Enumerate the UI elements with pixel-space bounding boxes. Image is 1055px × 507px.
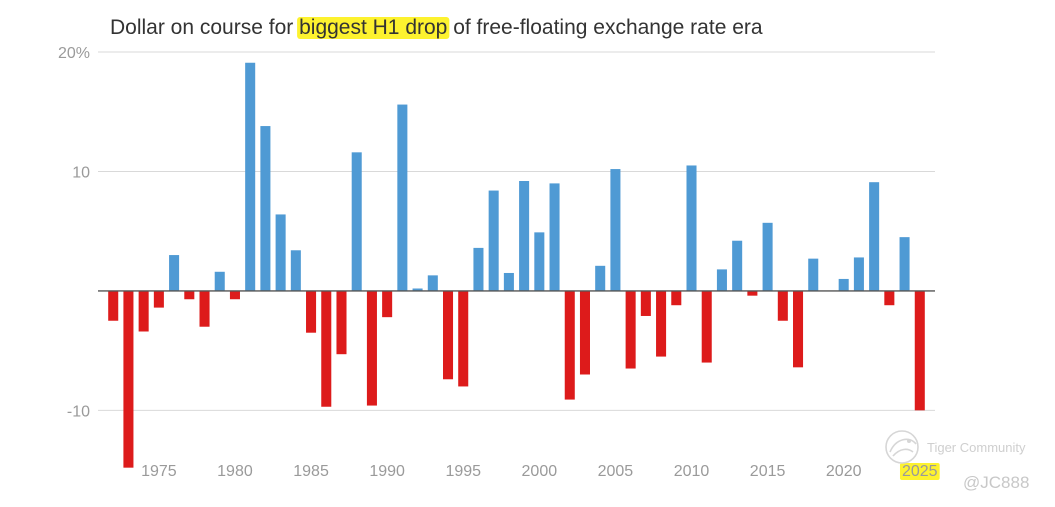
bar-1975 [153,290,164,308]
bar-2024 [899,237,910,291]
bar-2006 [625,290,636,369]
x-tick-label: 2000 [522,463,558,480]
x-tick-label: 1995 [445,463,481,480]
title-part-2: of free-floating exchange rate era [447,16,763,39]
x-tick-label: 1980 [217,463,253,480]
title-highlighted-part: biggest H1 drop [299,16,447,39]
x-tick-label-highlighted: 2025 [902,463,938,480]
bar-1990 [382,290,393,318]
bar-1994 [443,290,454,380]
bar-1976 [169,255,180,291]
bar-2000 [534,232,545,291]
bar-2022 [869,182,880,291]
chart-title: Dollar on course for biggest H1 drop of … [110,16,763,39]
bar-2012 [716,269,727,291]
x-tick-highlight-box [899,463,940,480]
watermark-handle-text: @JC888 [963,473,1029,492]
bar-2021 [853,257,864,291]
watermark-community-text: Tiger Community [927,440,1026,455]
bar-2009 [671,290,682,306]
title-highlight-box [297,17,450,39]
bar-1972 [108,290,119,321]
bar-1973 [123,290,134,468]
bar-2016 [777,290,788,321]
bar-1985 [306,290,317,333]
bar-1995 [458,290,469,387]
bar-2017 [793,290,804,368]
bar-1983 [275,214,286,291]
bar-1988 [351,152,362,291]
x-tick-label: 1975 [141,463,177,480]
bar-2025 [914,290,925,411]
bar-2018 [808,258,819,291]
bar-1982 [260,126,271,291]
bar-1979 [214,271,225,291]
bar-1989 [366,290,377,406]
bar-2005 [610,169,621,291]
x-tick-label: 1990 [369,463,405,480]
bar-1978 [199,290,210,327]
x-tick-label: 2015 [750,463,786,480]
title-highlight-layer [297,17,450,39]
bar-2004 [595,265,606,291]
bar-2003 [579,290,590,375]
x-tick-label: 2020 [826,463,862,480]
tiger-community-watermark: Tiger Community @JC888 [885,430,1029,492]
tiger-logo-icon [885,430,919,464]
bar-2010 [686,165,697,291]
bar-2023 [884,290,895,306]
y-tick-label: 20% [58,45,90,62]
bar-1998 [503,272,514,291]
bar-1992 [412,288,423,291]
y-tick-label: -10 [67,403,90,420]
bar-2015 [762,222,773,291]
grid-layer [98,51,935,411]
bar-2020 [838,278,849,291]
bar-2008 [656,290,667,357]
bar-2002 [564,290,575,400]
bar-2007 [640,290,651,316]
bar-1981 [245,62,256,291]
bar-1987 [336,290,347,355]
bars-layer [108,62,925,468]
bar-2013 [732,240,743,291]
bar-2011 [701,290,712,363]
bar-2014 [747,290,758,296]
bar-1993 [427,275,438,291]
x-tick-label: 2005 [598,463,634,480]
bar-1996 [473,247,484,291]
x-tick-label: 1985 [293,463,329,480]
bar-1980 [229,290,240,300]
y-tick-labels: 20% 10 -10 [58,45,90,420]
bar-1997 [488,190,499,291]
bar-1974 [138,290,149,332]
bar-1977 [184,290,195,300]
bar-2001 [549,183,560,291]
bar-1984 [290,250,301,291]
x-tick-labels: 1975 1980 1985 1990 1995 2000 2005 2010 2015 2020… [141,463,940,480]
bar-1999 [519,181,530,291]
bar-1986 [321,290,332,407]
title-part-0: Dollar on course for [110,16,299,39]
bar-1991 [397,104,408,291]
y-tick-label: 10 [72,164,90,181]
x-tick-label: 2010 [674,463,710,480]
